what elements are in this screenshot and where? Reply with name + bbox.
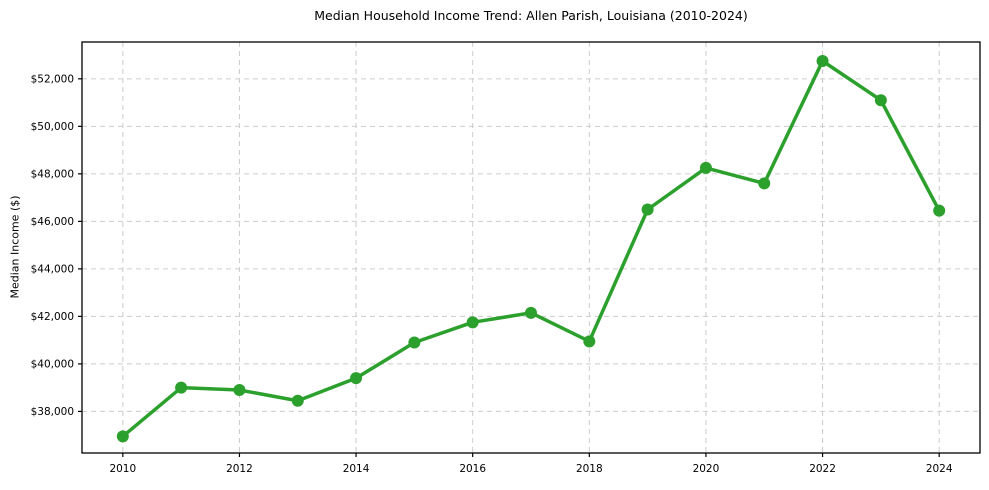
y-tick-label: $44,000 [31,263,74,275]
data-point-2020 [699,161,712,174]
y-tick-label: $48,000 [31,168,74,180]
data-point-2021 [758,177,771,190]
y-tick-label: $38,000 [31,406,74,418]
chart-title: Median Household Income Trend: Allen Par… [314,8,748,23]
x-tick-label: 2012 [226,463,253,475]
data-point-2014 [350,372,363,385]
plot-background [82,42,980,453]
x-tick-label: 2010 [109,463,136,475]
data-point-2015 [408,336,421,349]
data-point-2024 [933,204,946,217]
data-point-2023 [874,94,887,107]
data-point-2018 [583,335,596,348]
x-tick-label: 2020 [693,463,720,475]
x-tick-label: 2014 [343,463,370,475]
data-point-2010 [116,430,129,443]
x-tick-label: 2016 [459,463,486,475]
y-tick-label: $40,000 [31,358,74,370]
data-point-2017 [525,306,537,319]
plot-frame [81,41,981,454]
y-tick-label: $52,000 [31,73,74,85]
y-tick-label: $46,000 [31,216,74,228]
y-tick-label: $42,000 [31,311,74,323]
data-point-2022 [816,55,829,68]
x-tick-label: 2018 [576,463,603,475]
x-tick-label: 2022 [809,463,836,475]
y-tick-label: $50,000 [31,121,74,133]
data-point-2019 [641,203,654,216]
data-point-2011 [175,381,188,394]
data-point-2016 [466,316,479,329]
data-point-2012 [233,384,246,397]
data-point-2013 [291,394,304,407]
x-tick-label: 2024 [926,463,953,475]
